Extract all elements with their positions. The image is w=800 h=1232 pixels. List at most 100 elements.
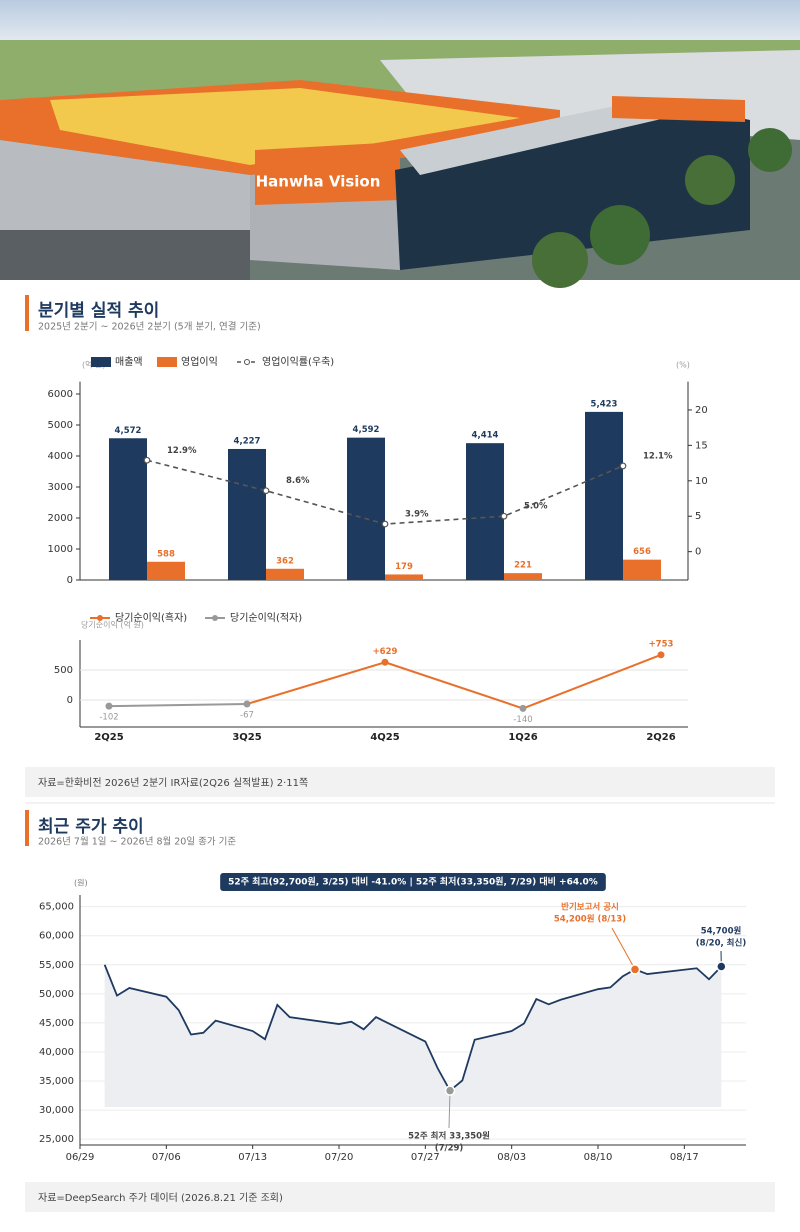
value-label: 12.1%	[643, 451, 673, 461]
annotation-text: 54,700원	[701, 926, 742, 937]
x-tick-label: 08/17	[670, 1152, 699, 1163]
banner	[220, 873, 606, 891]
x-tick-label: 4Q25	[370, 732, 399, 743]
value-label: +629	[373, 647, 398, 657]
value-label: 4,227	[234, 436, 261, 446]
x-tick-label: 3Q25	[232, 732, 261, 743]
x-tick-label: 08/10	[584, 1152, 613, 1163]
value-label: 362	[276, 556, 294, 566]
x-tick-label: 07/06	[152, 1152, 181, 1163]
y-tick-label: 1000	[48, 544, 73, 555]
line-point	[500, 512, 508, 520]
value-label: 8.6%	[286, 476, 310, 486]
annotation-text: 54,200원 (8/13)	[554, 914, 626, 925]
heading-accent	[25, 295, 29, 331]
x-tick-label: 1Q26	[508, 732, 537, 743]
value-label: 179	[395, 562, 413, 572]
section-title: 분기별 실적 추이	[38, 301, 159, 321]
line-point	[381, 520, 389, 528]
line-point	[381, 658, 389, 666]
bar	[347, 437, 385, 580]
section-subtitle: 2026년 7월 1일 ~ 2026년 8월 20일 종가 기준	[38, 836, 236, 848]
line-point	[143, 456, 151, 464]
line-segment	[246, 661, 386, 705]
value-label: 588	[157, 549, 175, 559]
annotation-text: (7/29)	[435, 1144, 464, 1154]
line	[103, 964, 722, 1093]
value-label: +753	[649, 639, 674, 649]
bar	[385, 574, 423, 580]
y-tick-label: 40,000	[39, 1047, 74, 1058]
legend-swatch	[91, 357, 111, 367]
source-box	[25, 767, 775, 797]
y-tick-label: 25,000	[39, 1134, 74, 1145]
bar	[147, 561, 185, 580]
annotation-text: 52주 최저 33,350원	[408, 1131, 490, 1142]
value-label: -140	[513, 715, 532, 725]
value-label: 5,423	[591, 399, 618, 409]
source-text: 자료=DeepSearch 주가 데이터 (2026.8.21 기준 조회)	[38, 1192, 283, 1204]
y-tick-label: 30,000	[39, 1105, 74, 1116]
value-label: 4,414	[472, 431, 499, 441]
y2-tick-label: 5	[695, 511, 701, 522]
source-box	[25, 1182, 775, 1212]
legend-swatch	[212, 615, 218, 621]
y2-tick-label: 15	[695, 440, 708, 451]
source-text: 자료=한화비전 2026년 2분기 IR자료(2Q26 실적발표) 2·11쪽	[38, 777, 308, 789]
y-tick-label: 5000	[48, 420, 73, 431]
y-tick-label: 55,000	[39, 960, 74, 971]
annotation-leader	[448, 1090, 451, 1129]
bar	[109, 438, 147, 580]
annotation-text: (8/20, 최신)	[696, 938, 747, 949]
y-tick-label: 45,000	[39, 1018, 74, 1029]
y-tick-label: 4000	[48, 451, 73, 462]
value-label: 5.0%	[524, 502, 548, 512]
line-point	[105, 702, 113, 710]
annotation-text: 반기보고서 공시	[561, 902, 619, 913]
value-label: -102	[99, 713, 118, 723]
line-point	[619, 462, 627, 470]
y-tick-label: 35,000	[39, 1076, 74, 1087]
x-tick-label: 06/29	[66, 1152, 95, 1163]
value-label: 3.9%	[405, 510, 429, 520]
highlight-point	[629, 964, 641, 975]
value-label: 221	[514, 561, 532, 571]
x-tick-label: 2Q26	[646, 732, 675, 743]
y-tick-label: 65,000	[39, 902, 74, 913]
bar	[585, 411, 623, 580]
legend-label: 당기순이익(흑자)	[115, 611, 187, 624]
value-label: 4,592	[353, 425, 380, 435]
y2-tick-label: 20	[695, 405, 708, 416]
factory-photo: Hanwha Vision	[0, 0, 800, 288]
y-tick-label: 60,000	[39, 931, 74, 942]
y-tick-label: 3000	[48, 482, 73, 493]
sign-text: Hanwha Vision	[256, 173, 381, 191]
bar	[466, 443, 504, 580]
line-segment	[384, 661, 524, 710]
y-tick-label: 6000	[48, 389, 73, 400]
legend-label: 매출액	[115, 356, 143, 368]
y-tick-label: 2000	[48, 513, 73, 524]
legend-swatch	[157, 357, 177, 367]
section-subtitle: 2025년 2분기 ~ 2026년 2분기 (5개 분기, 연결 기준)	[38, 322, 261, 333]
x-tick-label: 07/13	[238, 1152, 267, 1163]
y-axis-label: (원)	[74, 879, 88, 888]
value-label: 12.9%	[167, 446, 197, 456]
legend-label: 영업이익률(우축)	[262, 355, 334, 368]
y2-tick-label: 10	[695, 476, 708, 487]
legend-label: 당기순이익(적자)	[230, 612, 302, 624]
legend-swatch	[97, 615, 103, 621]
x-tick-label: 07/20	[325, 1152, 354, 1163]
section-title: 최근 주가 추이	[38, 817, 144, 837]
legend-label: 영업이익	[181, 355, 218, 368]
highlight-point	[716, 961, 727, 972]
bar	[504, 573, 542, 580]
bar	[228, 448, 266, 580]
annotation-leader	[611, 927, 636, 970]
legend-swatch	[244, 359, 250, 365]
line-point	[657, 651, 665, 659]
heading-accent	[25, 810, 29, 846]
y-tick-label: 0	[67, 695, 73, 706]
line-segment	[108, 703, 248, 708]
